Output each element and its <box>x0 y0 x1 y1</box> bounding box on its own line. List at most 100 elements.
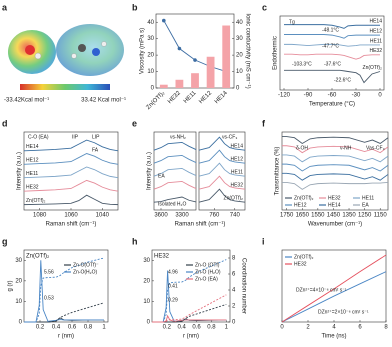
x-tick-label: 6 <box>358 325 362 331</box>
curve-label: HE32 <box>26 185 39 191</box>
x-tick-label: 0 <box>378 93 382 99</box>
curve-label: HE11 <box>370 38 382 44</box>
x-tick-label: 8 <box>384 325 388 331</box>
annotation: Vas-CF₃ <box>366 145 385 151</box>
series-line <box>163 20 227 72</box>
annotation: 0.41 <box>168 283 178 289</box>
x-tick-label: 0.4 <box>52 325 61 331</box>
annotation: LIP <box>92 134 100 140</box>
y2-tick-label: 0 <box>236 86 240 92</box>
series-line <box>284 43 380 47</box>
curve-label: HE32 <box>369 48 382 54</box>
y-tick-label: 10 <box>147 69 154 75</box>
annotation: -103.3°C <box>292 61 312 67</box>
chart-title: HE32 <box>154 254 170 260</box>
x-axis-label: r (nm) <box>58 334 74 340</box>
legend-label: HE11 <box>362 195 374 201</box>
panel-letter: d <box>2 118 8 128</box>
legend-label: Zn-O (EA) <box>195 276 218 282</box>
series-line <box>284 69 381 84</box>
annotation: δ-OH <box>296 145 308 151</box>
x-tick-label: HE11 <box>183 90 198 105</box>
x-tick-label: 0.6 <box>192 325 201 331</box>
annotation: FA <box>92 147 99 153</box>
color-bar-label: -33.42Kcal mol⁻¹ <box>4 98 49 104</box>
curve-label: Zn(OTf)₂ <box>363 65 382 71</box>
series-line <box>282 154 389 163</box>
x-axis-label: Temperature (°C) <box>309 102 355 108</box>
annotation: IIP <box>72 134 79 140</box>
plot-frame <box>151 249 231 323</box>
x-tick-label: 0.4 <box>178 325 187 331</box>
bar <box>159 84 168 88</box>
curve-label: HE32 <box>230 183 243 189</box>
legend-label: Zn-O(OTf)⁻ <box>73 262 99 268</box>
series-line <box>152 294 227 323</box>
y2-tick-label: 20 <box>236 53 243 59</box>
x-tick-label: Zn(OTf)₂ <box>146 90 167 111</box>
x-tick-label: 1 <box>102 325 106 331</box>
color-bar <box>20 84 110 90</box>
series-line <box>198 162 246 177</box>
curve-label: HE11 <box>26 171 38 177</box>
series-line <box>281 254 387 323</box>
series-line <box>198 136 246 151</box>
panel-letter: c <box>262 2 267 12</box>
annotation: 0.29 <box>168 297 178 303</box>
x-tick-label: -30 <box>352 93 361 99</box>
bar <box>191 73 199 88</box>
x-tick-label: 0.2 <box>163 325 172 331</box>
panel-letter: f <box>262 118 266 128</box>
annotation: -47.7°C <box>322 43 339 49</box>
point <box>162 18 166 23</box>
annotation: νs-CF₃ <box>222 134 237 140</box>
x-axis-label: Raman shift (cm⁻¹) <box>175 222 226 228</box>
y-tick-label: 0 <box>147 320 151 326</box>
x-tick-label: HE12 <box>198 90 213 105</box>
y2-tick-label: 6 <box>232 272 236 278</box>
curve-label: HE12 <box>230 157 243 163</box>
y2-tick-label: 4 <box>232 288 236 294</box>
series-line <box>282 182 389 190</box>
y-tick-label: 20 <box>147 53 154 59</box>
x-tick-label: 0.8 <box>207 325 216 331</box>
bar <box>175 79 184 88</box>
legend-label: Zn-O (OTf) <box>195 262 220 268</box>
series-line <box>282 163 389 172</box>
y2-tick-label: 0 <box>232 320 236 326</box>
y2-tick-label: 2 <box>232 304 236 310</box>
panel-letter: h <box>132 236 138 246</box>
y-tick-label: 30 <box>143 258 150 264</box>
plot-frame <box>153 131 197 211</box>
panel-letter: b <box>132 2 138 12</box>
y-tick-label: 0 <box>19 320 23 326</box>
curve-label: HE14 <box>230 144 243 150</box>
series-line <box>198 188 246 203</box>
y-axis-label: Endothermic <box>273 36 279 70</box>
atom <box>34 52 42 60</box>
x-tick-label: -90 <box>304 93 313 99</box>
series-line <box>24 260 104 323</box>
y2-tick-label: 30 <box>236 36 243 42</box>
y2-axis-label: Coordination number <box>240 258 246 314</box>
atom <box>25 45 35 55</box>
x-tick-label: 1040 <box>96 213 110 219</box>
annotation: -48.1°C <box>322 27 339 33</box>
legend-label: EA <box>362 202 369 208</box>
x-axis-label: r (nm) <box>183 334 199 340</box>
point <box>193 58 197 62</box>
legend-label: HE12 <box>294 202 307 208</box>
curve-label: Zn(OTf)₂ <box>26 198 45 204</box>
series-line <box>284 34 380 39</box>
series-line <box>284 53 380 60</box>
x-tick-label: 1060 <box>64 213 78 219</box>
y-axis-label: Intensity (a.u.) <box>17 152 23 190</box>
atom <box>71 53 77 59</box>
series-line <box>282 136 389 145</box>
x-tick-label: 0.6 <box>68 325 77 331</box>
annotation: DZn²⁺=4×10⁻⁶ cm² s⁻¹ <box>296 287 347 293</box>
series-line <box>153 196 197 203</box>
x-tick-label: HE14 <box>214 90 229 105</box>
x-tick-label: 2 <box>306 325 310 331</box>
panel-letter: a <box>2 2 8 12</box>
